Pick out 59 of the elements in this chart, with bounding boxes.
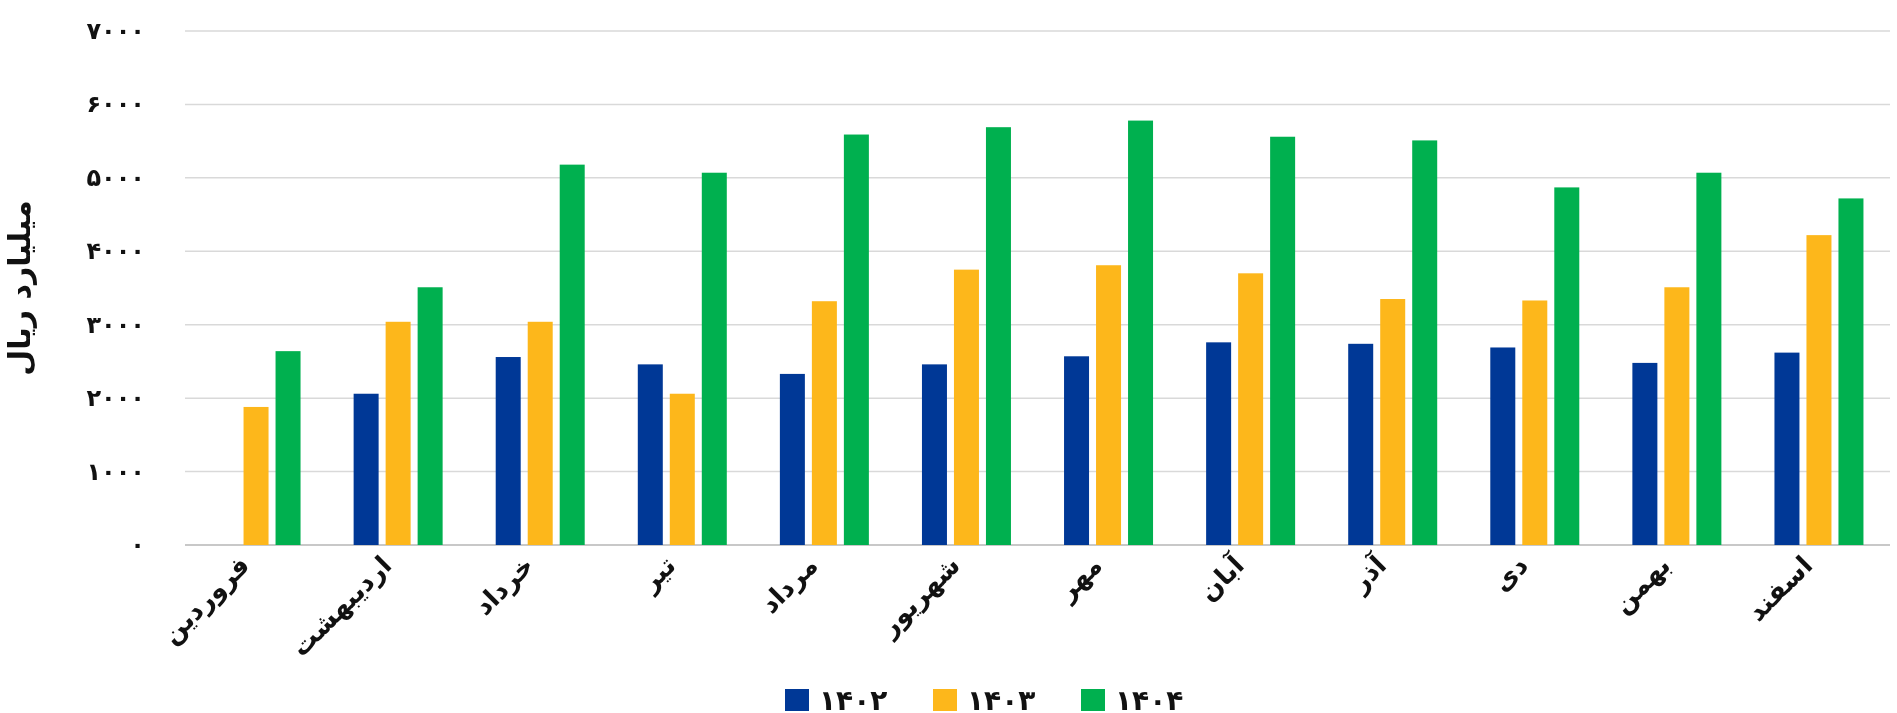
bar — [1380, 299, 1406, 545]
bar — [1270, 136, 1296, 545]
bar — [1348, 343, 1374, 545]
y-tick-label: ۳۰۰۰ — [86, 310, 145, 339]
x-tick-label: دی — [1486, 550, 1535, 598]
x-tick-label: آبان — [1192, 548, 1251, 608]
bar — [1554, 187, 1580, 545]
x-tick-label: تیر — [633, 550, 683, 600]
bar — [1632, 362, 1658, 545]
bar — [1696, 172, 1722, 545]
bar — [1490, 347, 1516, 545]
bar — [1522, 300, 1548, 545]
bar — [1238, 273, 1264, 545]
x-tick-label: اردیبهشت — [285, 550, 399, 663]
x-tick-label: مرداد — [754, 550, 825, 620]
bar — [953, 269, 979, 545]
x-tick-label: مهر — [1050, 550, 1109, 609]
bar — [243, 406, 269, 545]
bar — [1064, 356, 1090, 545]
bar — [811, 301, 837, 545]
y-tick-label: ۵۰۰۰ — [86, 163, 145, 192]
y-tick-label: ۷۰۰۰ — [86, 17, 145, 45]
legend-label: ۱۴۰۴ — [1115, 684, 1184, 713]
bar — [495, 357, 521, 545]
bar — [1412, 140, 1438, 545]
bar — [417, 287, 443, 545]
x-tick-label: خرداد — [468, 550, 541, 622]
x-tick-label: آذر — [1342, 548, 1393, 599]
bar — [1096, 265, 1122, 545]
y-axis-title: میلیارد ریال — [2, 200, 37, 376]
bar — [1806, 235, 1832, 545]
bar — [353, 393, 379, 545]
bar — [701, 172, 727, 545]
x-tick-label: شهریور — [872, 550, 967, 645]
bar — [669, 393, 695, 545]
y-tick-label: ۲۰۰۰ — [86, 384, 145, 413]
bar — [1664, 287, 1690, 545]
y-tick-label: ۴۰۰۰ — [86, 237, 145, 266]
y-tick-label: ۶۰۰۰ — [86, 90, 145, 119]
bar — [637, 364, 663, 545]
bar — [1128, 120, 1154, 545]
bar — [527, 321, 553, 545]
legend-label: ۱۴۰۳ — [967, 684, 1036, 713]
bar — [1774, 352, 1800, 545]
y-tick-label: ۱۰۰۰ — [86, 457, 145, 486]
x-tick-label: اسفند — [1741, 550, 1819, 627]
legend-label: ۱۴۰۲ — [819, 684, 888, 713]
bar — [1206, 342, 1232, 545]
bar — [275, 351, 301, 545]
bar — [1838, 198, 1864, 545]
bar — [843, 134, 869, 545]
bar — [985, 127, 1011, 545]
bar — [921, 364, 947, 545]
bar — [385, 321, 411, 545]
bar — [559, 164, 585, 545]
bar — [779, 373, 805, 545]
x-tick-label: بهمن — [1606, 550, 1677, 620]
x-tick-label: فروردین — [155, 550, 256, 651]
y-tick-label: ۰ — [130, 531, 145, 559]
